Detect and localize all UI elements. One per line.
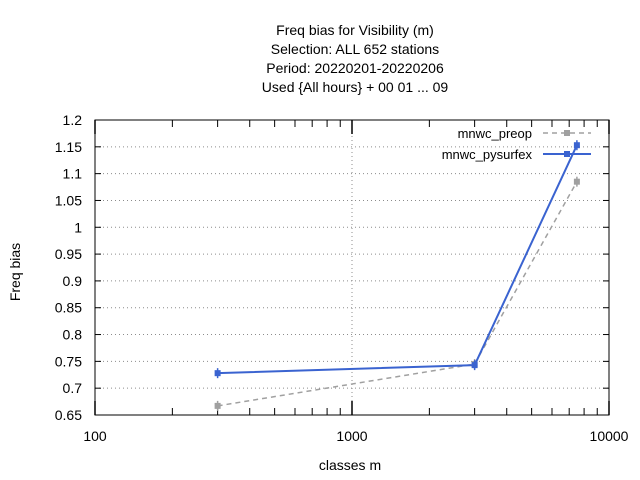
title-line-2: Selection: ALL 652 stations xyxy=(271,41,439,57)
title-line-1: Freq bias for Visibility (m) xyxy=(276,22,434,38)
x-tick-label: 100 xyxy=(83,428,107,444)
y-tick-label: 0.75 xyxy=(55,353,82,369)
y-tick-label: 0.95 xyxy=(55,246,82,262)
grid xyxy=(95,120,609,415)
x-tick-label: 10000 xyxy=(590,428,629,444)
y-tick-label: 1.1 xyxy=(63,166,83,182)
y-tick-label: 0.9 xyxy=(63,273,83,289)
y-tick-label: 1 xyxy=(74,219,82,235)
y-tick-label: 0.7 xyxy=(63,380,83,396)
y-axis-label: Freq bias xyxy=(7,243,23,301)
title-line-4: Used {All hours} + 00 01 ... 09 xyxy=(262,79,449,95)
chart-title: Freq bias for Visibility (m) Selection: A… xyxy=(262,22,449,95)
x-tick-label: 1000 xyxy=(336,428,367,444)
x-axis-label: classes m xyxy=(319,457,381,473)
title-line-3: Period: 20220201-20220206 xyxy=(266,60,444,76)
series-line-mnwc_pysurfex xyxy=(217,144,578,375)
series xyxy=(214,140,580,411)
y-tick-label: 0.65 xyxy=(55,407,82,423)
y-tick-label: 0.8 xyxy=(63,327,83,343)
y-tick-label: 1.15 xyxy=(55,139,82,155)
legend-label-mnwc_preop: mnwc_preop xyxy=(458,126,532,141)
y-tick-label: 1.2 xyxy=(63,112,83,128)
y-tick-label: 1.05 xyxy=(55,192,82,208)
axis-ticks: 0.65 0.7 0.75 0.8 0.85 0.9 0.95 1 1.05 1.1 1.15 1.2… xyxy=(55,112,629,444)
legend-marker xyxy=(564,130,570,136)
legend-label-mnwc_pysurfex: mnwc_pysurfex xyxy=(442,147,533,162)
y-tick-label: 0.85 xyxy=(55,300,82,316)
series-line-mnwc_preop xyxy=(217,181,578,407)
legend-marker xyxy=(564,151,570,157)
legend: mnwc_preop mnwc_pysurfex xyxy=(442,126,591,162)
